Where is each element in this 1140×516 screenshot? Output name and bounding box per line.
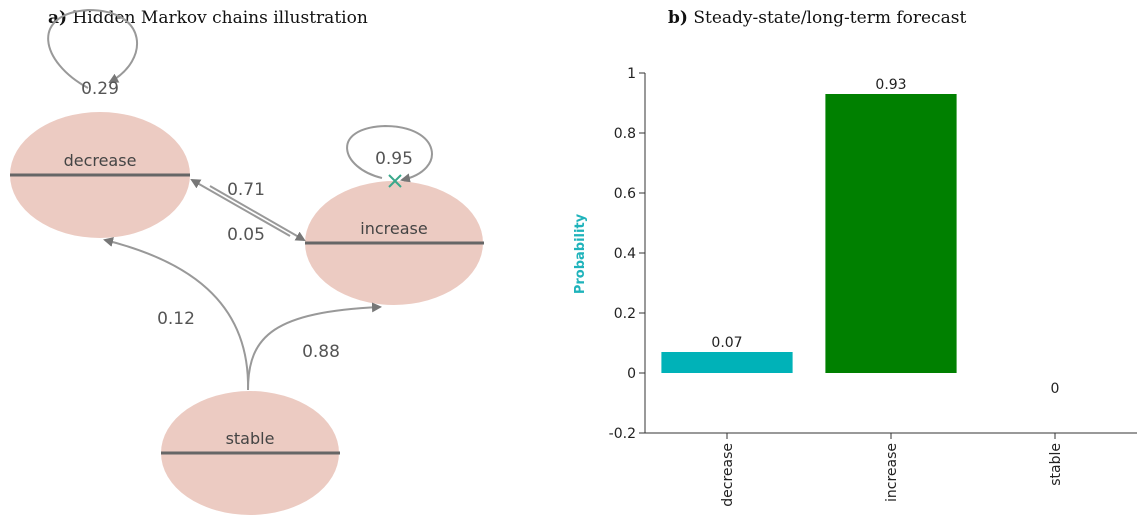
panel-a-title-text: Hidden Markov chains illustration [72,8,368,28]
chart-bars [661,94,957,373]
y-tick-label: 0 [627,366,636,382]
y-tick-label: 0.2 [614,306,636,322]
panel-b-letter: b) [668,8,688,28]
loop-decrease [47,8,138,89]
y-tick-label: -0.2 [609,426,636,442]
loop-increase [346,124,433,184]
edge-decrease-to-increase [209,185,306,241]
prob-decrease-to-increase: 0.71 [227,180,265,200]
x-tick-label: stable [1048,443,1064,486]
edge-stable-to-increase [247,302,382,391]
state-decrease-label: decrease [64,151,137,170]
markov-diagram: decrease increase stable 0.29 0.95 0.71 … [10,8,484,515]
chart-axes: -0.2 0 0.2 0.4 0.6 0.8 1 decrease increase stable [609,66,1137,507]
x-mark-icon [388,174,402,188]
prob-increase-self: 0.95 [375,149,413,169]
data-label: 0.93 [875,77,906,93]
y-tick-label: 0.8 [614,126,636,142]
data-label: 0 [1051,381,1060,397]
state-increase-label: increase [360,219,427,238]
data-label: 0.07 [711,335,742,351]
prob-decrease-self: 0.29 [81,79,119,99]
state-stable-label: stable [226,429,275,448]
prob-stable-to-decrease: 0.12 [157,309,195,329]
y-tick-label: 1 [627,66,636,82]
x-tick-label: decrease [720,443,736,507]
prob-increase-to-decrease: 0.05 [227,225,265,245]
y-tick-label: 0.4 [614,246,636,262]
edge-stable-to-decrease [103,237,250,391]
panel-b-title: b) Steady-state/long-term forecast [668,8,966,28]
chart-labels: 0.07 0.93 0 [711,77,1059,397]
edge-increase-to-decrease [190,179,291,237]
y-tick-label: 0.6 [614,186,636,202]
bar [661,352,793,373]
panel-b-title-text: Steady-state/long-term forecast [693,8,967,28]
prob-stable-to-increase: 0.88 [302,342,340,362]
y-axis-label: Probability [573,213,588,294]
x-tick-label: increase [884,443,900,502]
bar [825,94,957,373]
